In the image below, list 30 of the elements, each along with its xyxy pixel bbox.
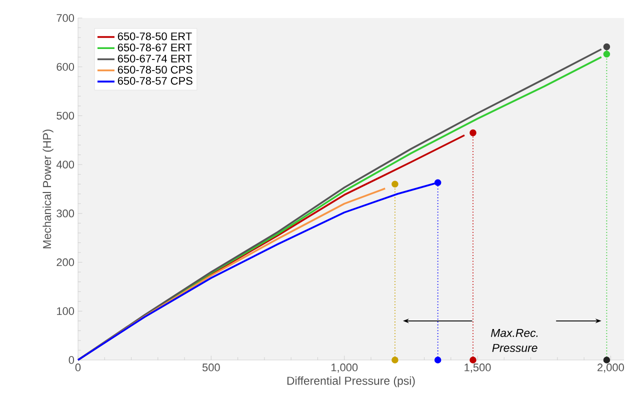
legend-label: 650-78-50 ERT bbox=[118, 32, 192, 40]
y-tick-label: 300 bbox=[56, 210, 74, 218]
y-tick-label: 700 bbox=[56, 14, 74, 22]
y-tick-label: 600 bbox=[56, 62, 74, 71]
x-tick-label: 1,000 bbox=[331, 364, 358, 373]
legend-label: 650-78-50 CPS bbox=[118, 66, 192, 74]
y-tick-label: 500 bbox=[56, 112, 74, 120]
point bbox=[434, 179, 442, 186]
legend-label: 650-67-74 ERT bbox=[118, 54, 192, 62]
point bbox=[603, 356, 610, 364]
x-tick-label: 1,500 bbox=[464, 364, 491, 373]
point bbox=[470, 356, 476, 364]
legend-label: 650-78-67 ERT bbox=[118, 44, 192, 52]
x-axis-title: Differential Pressure (psi) bbox=[287, 376, 415, 388]
point bbox=[470, 129, 476, 136]
y-tick-label: 200 bbox=[56, 258, 74, 266]
point bbox=[434, 356, 442, 364]
legend-label: 650-78-57 CPS bbox=[118, 76, 192, 85]
point bbox=[603, 50, 610, 58]
y-tick-label: 0 bbox=[68, 356, 74, 364]
x-tick-label: 2,000 bbox=[598, 364, 624, 373]
annotation: Max.Rec. Pressure bbox=[490, 328, 538, 352]
x-tick-label: 500 bbox=[202, 364, 220, 372]
point bbox=[603, 43, 610, 50]
x-tick-label: 0 bbox=[75, 364, 81, 372]
y-tick-label: 100 bbox=[57, 307, 74, 316]
y-tick-label: 400 bbox=[56, 160, 74, 168]
point bbox=[392, 356, 398, 364]
point bbox=[392, 180, 398, 188]
y-axis-title: Mechanical Power (HP) bbox=[42, 130, 54, 248]
